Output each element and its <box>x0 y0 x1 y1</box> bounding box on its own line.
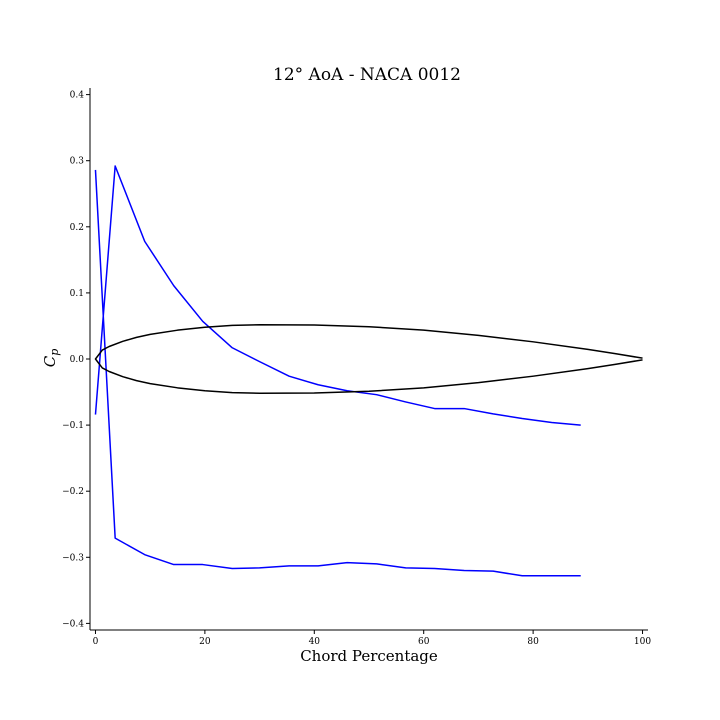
series-line-1 <box>94 169 581 577</box>
x-tick-label: 60 <box>418 637 430 647</box>
y-axis-label-main: C <box>41 355 59 367</box>
series-line-2 <box>94 165 581 426</box>
y-tick-label: −0.2 <box>62 487 84 497</box>
x-axis-label: Chord Percentage <box>300 647 438 665</box>
y-tick-label: −0.1 <box>62 421 84 431</box>
x-tick-label: 80 <box>527 637 539 647</box>
y-tick-label: −0.3 <box>62 553 84 563</box>
y-axis-label: Cp <box>41 349 61 368</box>
y-axis-label-subscript: p <box>48 349 61 356</box>
y-ticks: −0.4 −0.3 −0.2 −0.1 0.0 0.1 0.2 0.3 0.4 <box>62 91 90 629</box>
series-group <box>94 165 643 577</box>
x-tick-label: 0 <box>93 637 99 647</box>
x-tick-label: 20 <box>199 637 211 647</box>
series-line-3 <box>94 324 643 394</box>
y-tick-label: 0.3 <box>70 157 85 167</box>
svg-text:Cp: Cp <box>41 349 61 368</box>
x-tick-label: 100 <box>634 637 651 647</box>
y-tick-label: 0.1 <box>70 289 84 299</box>
y-tick-label: 0.0 <box>70 355 85 365</box>
x-ticks: 0 20 40 60 80 100 <box>93 630 651 647</box>
chart-title: 12° AoA - NACA 0012 <box>273 65 461 85</box>
y-tick-label: 0.4 <box>70 91 85 101</box>
y-tick-label: 0.2 <box>70 223 84 233</box>
y-tick-label: −0.4 <box>62 619 84 629</box>
x-tick-label: 40 <box>309 637 321 647</box>
